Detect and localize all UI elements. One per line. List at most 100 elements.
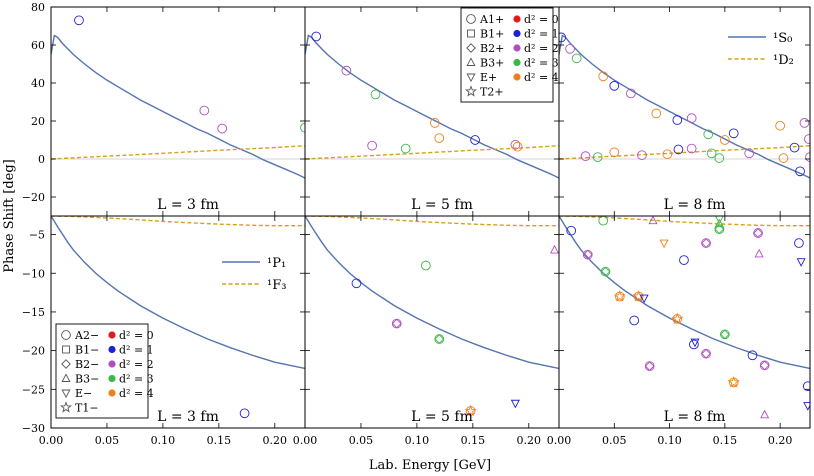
data-point-circle xyxy=(637,150,647,161)
data-point-circle xyxy=(559,32,567,43)
data-point-circle xyxy=(592,152,603,162)
panel-plot-area xyxy=(559,216,810,419)
data-point-circle xyxy=(789,142,800,153)
data-point-triangle-down xyxy=(510,399,520,409)
panel-bottom-middle: L = 5 fm xyxy=(305,216,559,425)
curve-1S0 xyxy=(51,34,305,179)
data-point-circle xyxy=(795,166,805,177)
data-point-circle xyxy=(420,260,431,271)
y-tick-label: −5 xyxy=(29,229,45,242)
legend-color-dot xyxy=(108,389,116,397)
panel-plot-area xyxy=(305,31,559,179)
legend-marker-star xyxy=(60,401,72,413)
data-point-triangle-down xyxy=(796,258,806,267)
data-point-circle xyxy=(580,151,591,162)
data-point-circle xyxy=(565,43,575,54)
y-tick-label: 80 xyxy=(31,1,45,14)
panel-label: L = 5 fm xyxy=(411,197,473,213)
data-point-circle xyxy=(778,153,789,163)
legend-marker-square xyxy=(467,29,475,38)
data-point-triangle-down xyxy=(690,338,700,348)
data-point-circle xyxy=(367,140,377,151)
y-tick-label: −10 xyxy=(22,267,45,280)
x-tick-label: 0.10 xyxy=(405,434,430,447)
legend-d-label: d² = 0 xyxy=(524,13,559,26)
data-point-circle xyxy=(686,113,697,124)
legend-marker-label: B1− xyxy=(75,344,99,357)
curve-1F3 xyxy=(305,216,559,227)
data-point-circle xyxy=(341,65,352,76)
data-point-circle xyxy=(802,381,810,392)
legend-marker-triangle-up xyxy=(466,57,476,66)
legend-marker-label: B2+ xyxy=(480,42,504,55)
y-tick-label: 40 xyxy=(31,77,45,90)
data-point-triangle-up xyxy=(714,218,724,228)
data-point-circle xyxy=(703,129,714,140)
data-point-star xyxy=(613,290,626,302)
legend-curve-label: ¹D₂ xyxy=(773,53,794,68)
data-point-circle xyxy=(720,135,730,145)
legend-marker-circle xyxy=(61,330,71,340)
y-tick-label: −15 xyxy=(22,306,45,319)
y-tick-label: −25 xyxy=(22,383,45,396)
legend-marker-square xyxy=(62,345,70,354)
data-point-circle xyxy=(651,108,662,119)
data-point-circle xyxy=(686,143,697,154)
data-point-circle xyxy=(794,238,804,248)
data-point-circle xyxy=(434,133,445,143)
panel-bottom-right: L = 8 fm xyxy=(559,216,810,425)
panel-label: L = 3 fm xyxy=(157,197,219,213)
data-point-circle xyxy=(217,123,228,134)
legend-color-dot xyxy=(513,73,521,81)
data-point-circle xyxy=(673,144,684,155)
data-point-star xyxy=(464,404,477,417)
legend-marker-label: A1+ xyxy=(479,13,504,26)
legend-marker-circle xyxy=(466,14,476,24)
legend-marker-triangle-up xyxy=(61,373,71,382)
curve-1P1 xyxy=(51,216,305,370)
data-point-circle xyxy=(598,71,609,82)
legend-box xyxy=(55,323,149,419)
data-point-circle xyxy=(662,149,673,160)
legend-d-label: d² = 1 xyxy=(524,28,559,41)
panel-plot-area xyxy=(305,216,559,417)
legend-marker-star xyxy=(465,85,477,97)
data-point-diamond xyxy=(720,329,730,340)
curve-1D2 xyxy=(305,145,559,160)
legend-color-dot xyxy=(108,345,116,354)
panel-frames xyxy=(50,6,811,429)
legend-marker-label: T2+ xyxy=(480,86,504,99)
x-tick-label: 0.00 xyxy=(547,434,572,447)
data-point-circle xyxy=(370,89,381,100)
data-point-diamond xyxy=(714,224,725,234)
y-tick-label: 0 xyxy=(38,153,45,166)
legend-color-dot xyxy=(513,58,521,67)
data-point-star xyxy=(727,376,740,388)
legend-box xyxy=(460,7,554,103)
data-point-diamond xyxy=(753,228,763,238)
panel-label: L = 8 fm xyxy=(664,197,726,213)
y-axis-label: Phase Shift [deg] xyxy=(2,159,17,272)
curve-1S0 xyxy=(559,34,810,179)
x-tick-label: 0.00 xyxy=(293,434,318,447)
data-point-circle xyxy=(566,225,577,236)
y-tick-label: −30 xyxy=(22,422,45,435)
data-point-circle xyxy=(609,80,620,91)
data-point-circle xyxy=(775,120,785,131)
x-tick-label: 0.15 xyxy=(207,434,232,447)
curve-legend: ¹P₁ ¹F₃ xyxy=(222,256,286,293)
data-point-circle xyxy=(728,128,739,139)
legend-marker-label: B3− xyxy=(75,373,99,386)
data-point-circle xyxy=(629,315,640,326)
legend-marker-label: A2− xyxy=(74,329,99,342)
data-point-diamond xyxy=(434,334,445,344)
y-tick-label: 20 xyxy=(31,115,45,128)
y-tick-label: −20 xyxy=(22,191,45,204)
legends: A1+B1+B2+B3+E+T2+d² = 0d² = 1d² = 2d² = … xyxy=(55,7,794,419)
data-point-circle xyxy=(351,278,362,289)
curve-1P1 xyxy=(559,216,810,370)
data-point-diamond xyxy=(582,249,593,260)
data-point-triangle-up xyxy=(648,216,658,225)
